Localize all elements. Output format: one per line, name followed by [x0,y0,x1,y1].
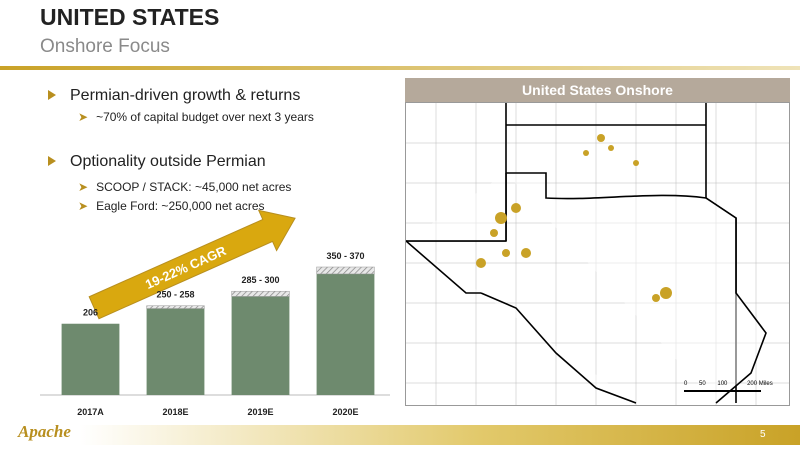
bullet: Permian-driven growth & returns [48,87,300,105]
map-title: United States Onshore [405,78,790,102]
bar [146,308,205,395]
x-tick-label: 2020E [332,407,358,417]
range-segment [316,266,375,275]
x-tick-label: 2019E [247,407,273,417]
sub-bullet-text: SCOOP / STACK: ~45,000 net acres [96,180,292,194]
bar [316,273,375,395]
sub-bullet: ➤ ~70% of capital budget over next 3 year… [78,110,314,124]
logo: Apache [18,422,71,441]
x-tick-label: 2018E [162,407,188,417]
map: 0 50 100 200 Miles [405,102,790,406]
value-label: 350 - 370 [326,251,364,261]
sub-bullet: ➤ SCOOP / STACK: ~45,000 net acres [78,180,292,194]
sub-bullet: ➤ Eagle Ford: ~250,000 net acres [78,199,265,213]
footer-bar [0,425,800,445]
divider [0,66,800,70]
subtitle: Onshore Focus [40,36,170,57]
bar [231,296,290,395]
value-label: 250 - 258 [156,290,194,300]
map-drawing [405,103,789,405]
scale-label: 200 [747,381,758,387]
value-label: 206 [83,308,98,318]
scale-bar: 0 50 100 200 Miles [684,381,784,387]
sub-bullet-text: Eagle Ford: ~250,000 net acres [96,199,265,213]
x-tick-label: 2017A [77,407,104,417]
range-segment [146,305,205,309]
bullet-text: Permian-driven growth & returns [70,87,301,104]
scale-label: Miles [758,381,773,387]
title: UNITED STATES [40,4,220,30]
scale-label: 50 [699,381,706,387]
scale-label: 0 [684,381,688,387]
page-number: 5 [760,429,766,440]
range-segment [231,290,290,297]
scale-label: 100 [717,381,728,387]
bullet-text: Optionality outside Permian [70,153,266,170]
sub-bullet-text: ~70% of capital budget over next 3 years [96,110,314,124]
bullet: Optionality outside Permian [48,153,266,171]
bar [61,323,120,395]
value-label: 285 - 300 [241,275,279,285]
